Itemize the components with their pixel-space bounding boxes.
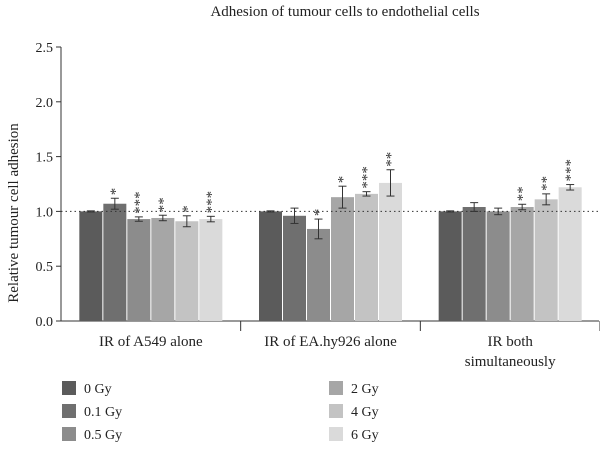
x-category-label: IR of EA.hy926 alone (264, 334, 397, 350)
bar (307, 228, 330, 321)
significance-label: ** (515, 186, 531, 201)
y-tick-label: 2.0 (36, 96, 54, 111)
y-tick-label: 2.5 (36, 41, 54, 56)
legend-label: 0.5 Gy (84, 428, 122, 443)
significance-label: *** (563, 159, 579, 182)
plot-area: 0.00.51.01.52.02.5IR of A549 alone* *** **… (36, 41, 600, 370)
y-axis-label: Relative tumour cell adhesion (6, 123, 22, 303)
bar (199, 219, 223, 321)
bar (151, 217, 175, 321)
legend: 0 Gy 0.1 Gy 0.5 Gy 2 Gy 4 Gy 6 Gy (62, 381, 379, 443)
legend-label: 6 Gy (351, 428, 379, 443)
y-tick-label: 0.5 (36, 260, 54, 275)
significance-label: *** (204, 191, 220, 214)
bar (175, 221, 199, 321)
chart-title: Adhesion of tumour cells to endothelial … (210, 4, 479, 20)
x-category-label: IR of A549 alone (99, 334, 203, 350)
bar (331, 197, 354, 321)
x-category-label: simultaneously (465, 354, 556, 370)
significance-label: *** (132, 191, 148, 214)
legend-label: 4 Gy (351, 405, 379, 420)
significance-label: *** (360, 166, 376, 189)
bar (379, 182, 402, 321)
x-category-label: IR both (487, 334, 533, 350)
y-tick-label: 1.0 (36, 205, 54, 220)
bar (462, 207, 486, 321)
y-tick-label: 0.0 (36, 315, 54, 330)
bar (103, 203, 127, 321)
legend-swatch (329, 427, 343, 441)
bar (558, 187, 582, 321)
legend-label: 0.1 Gy (84, 405, 122, 420)
significance-label: * (312, 209, 328, 217)
significance-label: ** (156, 197, 172, 212)
significance-label: ** (539, 176, 555, 191)
bar (534, 199, 558, 321)
significance-label: * (108, 188, 124, 196)
bar (355, 193, 378, 321)
significance-label: ** (384, 152, 400, 167)
bar (259, 211, 282, 321)
legend-swatch (329, 381, 343, 395)
bar (510, 207, 534, 321)
y-axis-label-group: Relative tumour cell adhesion (6, 123, 22, 303)
significance-label: * (180, 205, 196, 213)
legend-swatch (62, 381, 76, 395)
bar (127, 219, 151, 321)
bar (438, 211, 462, 321)
bar (283, 215, 306, 321)
y-tick-label: 1.5 (36, 151, 54, 166)
significance-label: * (336, 176, 352, 184)
legend-swatch (62, 427, 76, 441)
legend-swatch (329, 404, 343, 418)
bar (79, 211, 103, 321)
legend-label: 2 Gy (351, 382, 379, 397)
legend-label: 0 Gy (84, 382, 112, 397)
legend-swatch (62, 404, 76, 418)
bar (486, 211, 510, 321)
